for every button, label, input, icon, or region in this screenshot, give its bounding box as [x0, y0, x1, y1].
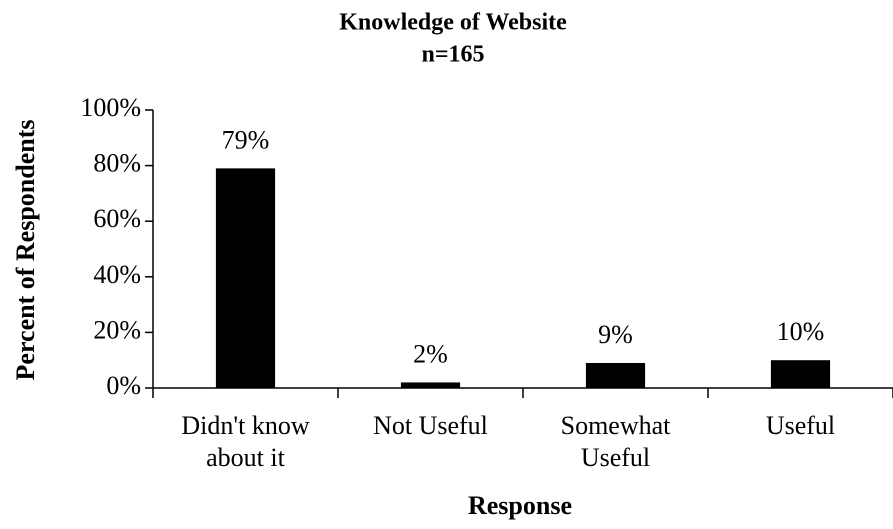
x-tick-label: Useful: [765, 411, 836, 440]
data-label: 9%: [598, 320, 633, 349]
y-tick-label: 40%: [93, 260, 141, 289]
x-tick-label: Didn't know about it: [181, 411, 310, 472]
y-tick-label: 20%: [93, 315, 141, 344]
y-tick-label: 0%: [106, 371, 141, 400]
bar: [215, 168, 276, 388]
x-axis-label: Response: [468, 491, 572, 520]
data-label: 2%: [413, 339, 448, 368]
bar: [400, 382, 461, 388]
chart-title: Knowledge of Website: [339, 10, 567, 36]
y-tick-label: 60%: [93, 204, 141, 233]
data-label: 79%: [222, 125, 270, 154]
bar: [585, 362, 646, 388]
x-tick-label: Somewhat Useful: [560, 411, 671, 472]
bar: [770, 360, 831, 388]
data-label: 10%: [777, 317, 825, 346]
x-tick-label: Not Useful: [373, 411, 488, 440]
y-tick-label: 100%: [80, 93, 141, 122]
y-axis-label: Percent of Respondents: [11, 120, 40, 381]
chart-subtitle: n=165: [421, 42, 484, 68]
y-tick-label: 80%: [93, 149, 141, 178]
